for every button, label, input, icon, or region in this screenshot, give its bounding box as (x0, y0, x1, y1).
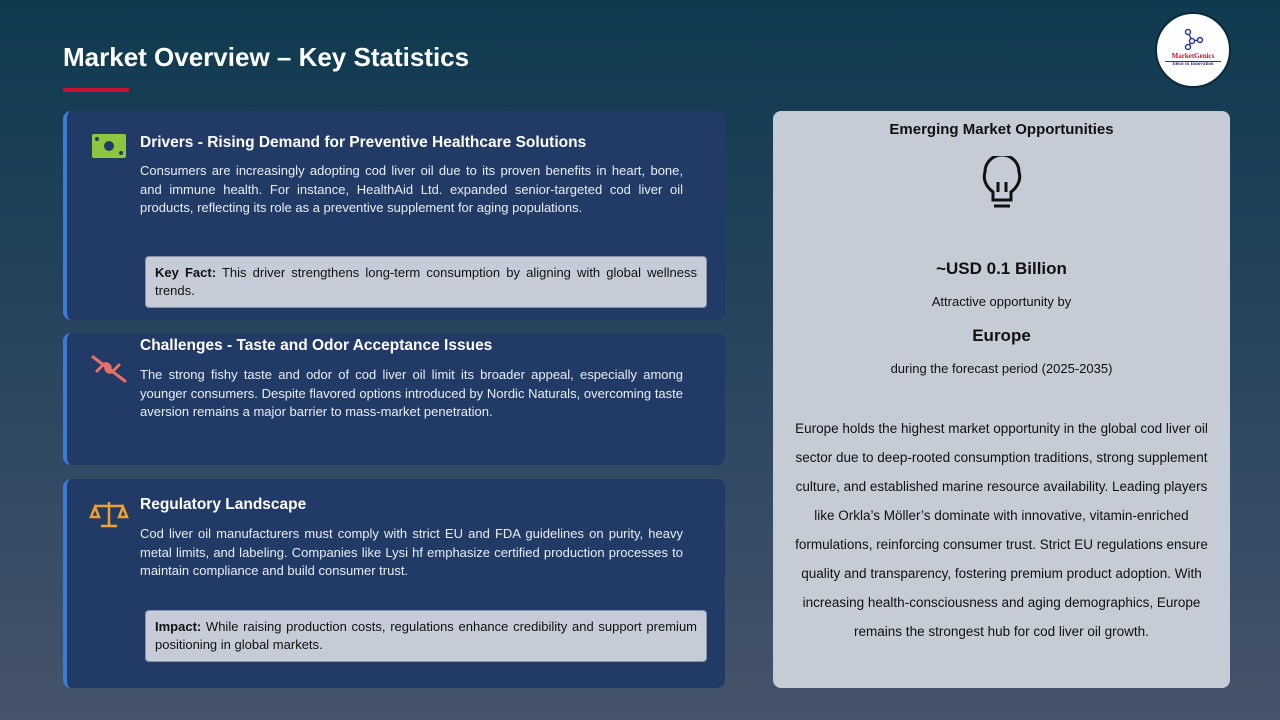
logo: MarketGenics Ideas to Innovation (1155, 12, 1231, 88)
broken-link-icon (91, 355, 127, 383)
card-title: Drivers - Rising Demand for Preventive H… (140, 134, 587, 151)
challenges-card: Challenges - Taste and Odor Acceptance I… (63, 333, 725, 465)
lightbulb-icon (982, 156, 1022, 208)
key-fact-box: Key Fact: This driver strengthens long-t… (145, 256, 707, 308)
card-body: Cod liver oil manufacturers must comply … (140, 526, 683, 578)
note-text: While raising production costs, regulati… (155, 619, 697, 652)
card-body: Consumers are increasingly adopting cod … (140, 163, 683, 215)
logo-text: MarketGenics (1171, 52, 1215, 60)
regulatory-card: Regulatory Landscape Cod liver oil manuf… (63, 479, 725, 688)
opportunity-line: Attractive opportunity by (931, 294, 1072, 309)
note-label: Key Fact: (155, 265, 217, 280)
card-title: Regulatory Landscape (140, 496, 307, 513)
page-title: Market Overview – Key Statistics (63, 42, 470, 72)
note-text: This driver strengthens long-term consum… (155, 265, 697, 298)
scales-icon (89, 502, 129, 528)
network-icon (1184, 28, 1204, 50)
opportunity-region: Europe (972, 326, 1031, 345)
card-body: The strong fishy taste and odor of cod l… (140, 367, 683, 419)
forecast-period: during the forecast period (2025-2035) (890, 361, 1113, 376)
opportunity-value: ~USD 0.1 Billion (936, 259, 1067, 278)
money-icon (92, 134, 126, 158)
title-underline (63, 88, 129, 92)
card-title: Challenges - Taste and Odor Acceptance I… (140, 337, 493, 354)
opportunity-panel: Emerging Market Opportunities ~USD 0.1 B… (773, 111, 1230, 688)
panel-title: Emerging Market Opportunities (889, 121, 1114, 138)
drivers-card: Drivers - Rising Demand for Preventive H… (63, 111, 725, 320)
logo-tagline: Ideas to Innovation (1165, 61, 1221, 67)
impact-box: Impact: While raising production costs, … (145, 610, 707, 662)
opportunity-body: Europe holds the highest market opportun… (795, 421, 1208, 639)
note-label: Impact: (155, 619, 202, 634)
